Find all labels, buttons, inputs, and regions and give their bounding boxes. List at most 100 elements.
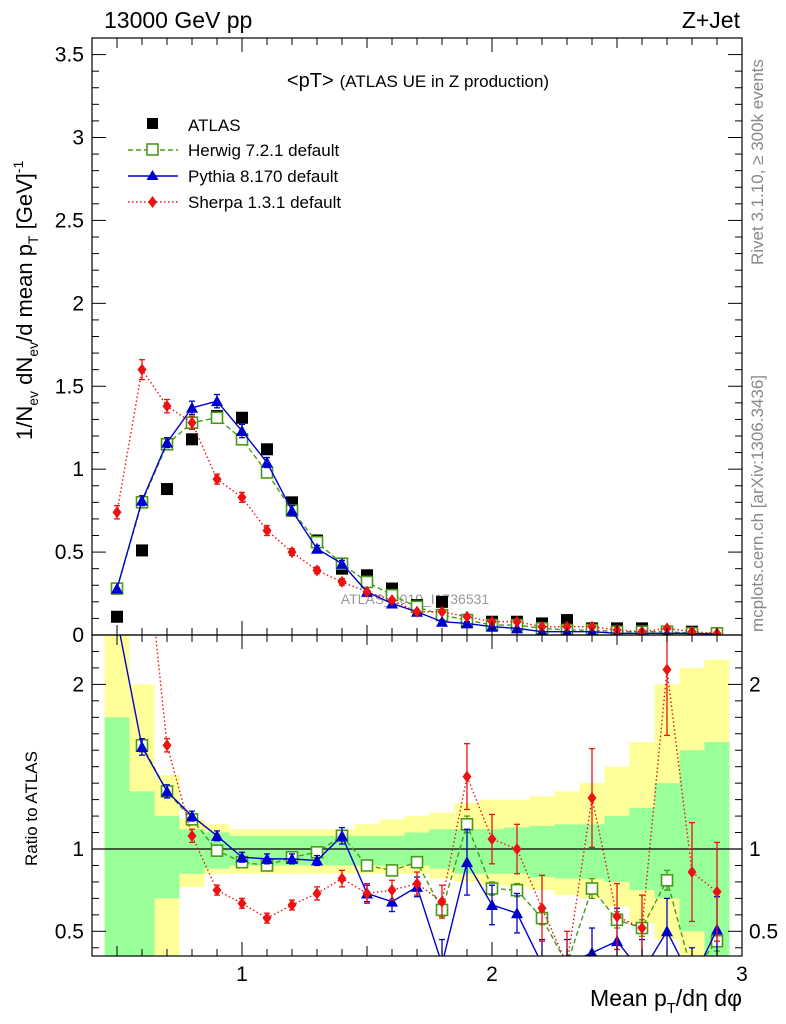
ratio-sherpa-point [487,833,497,846]
ratio-pythia-point [436,958,448,969]
main-sherpa-point [362,585,372,598]
ratio-y-tick-label-left: 2 [72,673,84,696]
main-pythia-point [236,425,248,437]
main-sherpa-point [412,605,422,618]
ratio-panel-series [119,635,724,970]
main-sherpa-point [587,620,597,633]
main-sherpa-point [387,594,397,607]
ratio-pythia-point [461,856,473,868]
main-y-tick-label: 0.5 [55,541,84,564]
main-pythia-point [261,456,273,468]
ratio-pythia-point [186,810,198,822]
legend-marker-pythia [146,170,159,180]
main-pythia-point [136,494,148,506]
ratio-band-green-bin [154,816,180,899]
header-left-label: 13000 GeV pp [104,7,252,33]
ratio-sherpa-point [187,829,197,842]
main-y-tick-label: 2 [72,292,84,315]
ylabel-sub-3: T [25,235,41,244]
main-sherpa-point [262,524,272,537]
ratio-sherpa-point [612,910,622,923]
ratio-pythia-point [161,785,173,797]
main-pythia-point [111,582,123,594]
ratio-sherpa-point [312,887,322,900]
main-atlas-point [236,411,248,424]
main-atlas-point [561,614,573,627]
main-y-tick-label: 1.5 [55,375,84,398]
main-sherpa-point [537,620,547,633]
main-y-tick-label: 3 [72,127,84,150]
ratio-pythia-point [136,740,148,752]
main-atlas-point [186,433,198,446]
ratio-pythia-point [236,851,248,863]
ratio-sherpa-point [712,885,722,898]
legend-entry-pythia: Pythia 8.170 default [128,167,339,186]
legend: ATLAS Herwig 7.2.1 default Pythia 8.170 … [128,116,341,212]
axis-ticks: 00.511.522.533.51 2 30.5 0.51 12 2 [55,37,778,986]
x-tick-label: 2 [486,963,498,986]
ratio-y-axis-label: Ratio to ATLAS [22,751,41,866]
main-atlas-point [111,610,123,623]
ratio-sherpa-point [587,791,597,804]
ratio-pythia-point [486,898,498,910]
ratio-band-green-bin [104,717,130,956]
main-sherpa-point [437,605,447,618]
ylabel-superscript: -1 [10,160,26,173]
header-right-label: Z+Jet [682,7,741,33]
ratio-pythia-point [286,852,298,864]
main-y-tick-label: 0 [72,624,84,647]
rivet-version-label: Rivet 3.1.10, ≥ 300k events [748,59,767,265]
ratio-sherpa-point [337,872,347,885]
ylabel-part-4: [GeV] [12,173,37,235]
main-sherpa-point [137,363,147,376]
legend-marker-herwig [146,143,159,156]
ratio-sherpa-point [162,739,172,752]
legend-label-sherpa: Sherpa 1.3.1 default [188,193,341,212]
ratio-band-green-bin [554,824,580,879]
xlabel-part-1: Mean p [590,985,667,1011]
main-atlas-point [161,483,173,496]
ratio-sherpa-point [687,866,697,879]
ylabel-sub-1: ev [25,391,41,406]
main-sherpa-point [162,400,172,413]
ylabel-sub-2: ev [25,342,41,357]
ratio-sherpa-point [387,884,397,897]
ratio-y-tick-label-left: 1 [72,838,84,861]
ratio-sherpa-point [412,877,422,890]
ratio-sherpa-point [512,843,522,855]
legend-label-pythia: Pythia 8.170 default [188,167,339,186]
main-y-tick-label: 2.5 [55,209,84,232]
legend-marker-sherpa [148,196,157,208]
legend-entry-atlas: ATLAS [147,116,241,135]
ratio-pythia-point [211,829,223,841]
ratio-pythia-point [336,829,348,841]
ratio-herwig-point [410,855,424,869]
ylabel-part-1: 1/N [12,406,37,440]
ratio-herwig-point [660,873,674,887]
ratio-y-tick-label-right: 1 [749,838,761,861]
main-pythia-point [186,401,198,413]
ratio-pythia-point [311,854,323,866]
ratio-herwig-point [562,959,573,970]
ratio-band-green-bin [529,825,555,877]
x-tick-label: 3 [736,963,748,986]
ylabel-part-3: /d mean p [12,244,37,342]
ratio-sherpa-point [662,663,672,676]
ratio-y-tick-label-right: 0.5 [749,920,778,943]
ratio-herwig-point [360,859,374,872]
main-sherpa-point [237,491,247,504]
ratio-band-green-bin [379,835,405,866]
main-title-suffix: (ATLAS UE in Z production) [340,72,549,91]
ratio-herwig-point [385,864,399,877]
main-y-tick-label: 3.5 [55,44,84,67]
main-sherpa-point [112,506,122,519]
legend-marker-atlas [147,118,158,129]
main-pythia-point [461,617,473,629]
ratio-herwig-point [460,818,474,831]
x-tick-label: 1 [236,963,248,986]
main-sherpa-point [512,615,522,628]
main-pythia-point [286,504,298,516]
main-panel-title: <pT> (ATLAS UE in Z production) [287,70,549,92]
main-pythia-point [311,542,323,554]
ratio-pythia-point [386,895,398,907]
